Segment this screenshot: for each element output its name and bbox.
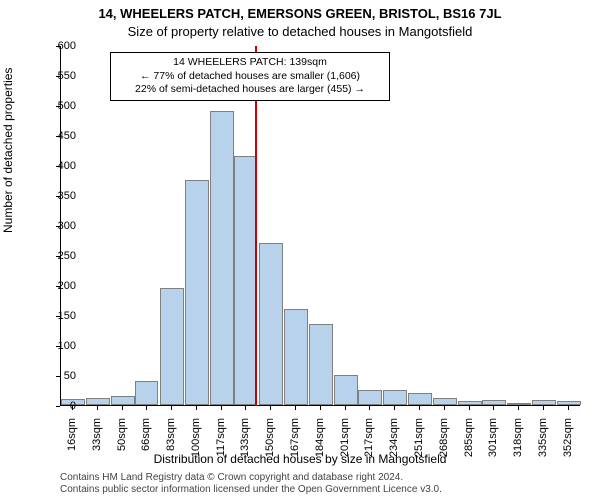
x-tick-mark — [97, 406, 98, 410]
x-tick-mark — [568, 406, 569, 410]
x-tick-mark — [270, 406, 271, 410]
histogram-bar — [458, 401, 482, 405]
x-tick-label: 33sqm — [91, 418, 103, 451]
x-tick-label: 352sqm — [562, 418, 574, 457]
x-tick-mark — [394, 406, 395, 410]
annotation-line2: ← 77% of detached houses are smaller (1,… — [117, 70, 383, 84]
x-tick-label: 251sqm — [413, 418, 425, 457]
x-tick-label: 100sqm — [190, 418, 202, 457]
x-tick-mark — [171, 406, 172, 410]
y-tick-mark — [56, 136, 60, 137]
x-tick-label: 66sqm — [140, 418, 152, 451]
y-tick-mark — [56, 316, 60, 317]
chart-subtitle: Size of property relative to detached ho… — [0, 24, 600, 39]
x-tick-label: 234sqm — [388, 418, 400, 457]
x-tick-label: 117sqm — [215, 418, 227, 456]
x-tick-label: 150sqm — [264, 418, 276, 457]
footer-line2: Contains public sector information licen… — [0, 484, 600, 496]
x-tick-label: 217sqm — [363, 418, 375, 457]
footer-attribution: Contains HM Land Registry data © Crown c… — [0, 472, 600, 496]
annotation-line3: 22% of semi-detached houses are larger (… — [117, 83, 383, 97]
chart-container: 14, WHEELERS PATCH, EMERSONS GREEN, BRIS… — [0, 0, 600, 500]
y-tick-mark — [56, 226, 60, 227]
y-tick-mark — [56, 256, 60, 257]
x-tick-mark — [543, 406, 544, 410]
x-tick-label: 184sqm — [314, 418, 326, 457]
histogram-bar — [433, 398, 457, 405]
y-tick-mark — [56, 286, 60, 287]
histogram-bar — [408, 393, 432, 405]
x-tick-mark — [221, 406, 222, 410]
x-tick-mark — [146, 406, 147, 410]
y-tick-mark — [56, 406, 60, 407]
x-tick-label: 285sqm — [463, 418, 475, 457]
y-tick-mark — [56, 106, 60, 107]
x-tick-label: 301sqm — [487, 418, 499, 457]
histogram-bar — [557, 401, 581, 405]
x-tick-mark — [493, 406, 494, 410]
annotation-box: 14 WHEELERS PATCH: 139sqm← 77% of detach… — [110, 52, 390, 101]
x-tick-label: 318sqm — [512, 418, 524, 457]
x-tick-label: 50sqm — [116, 418, 128, 451]
y-tick-mark — [56, 346, 60, 347]
histogram-bar — [284, 309, 308, 405]
histogram-bar — [507, 403, 531, 405]
histogram-bar — [482, 400, 506, 405]
histogram-bar — [111, 396, 135, 405]
x-tick-label: 268sqm — [438, 418, 450, 457]
x-tick-label: 16sqm — [66, 418, 78, 451]
annotation-line1: 14 WHEELERS PATCH: 139sqm — [117, 56, 383, 70]
x-tick-mark — [122, 406, 123, 410]
x-tick-mark — [245, 406, 246, 410]
x-tick-mark — [345, 406, 346, 410]
x-tick-mark — [320, 406, 321, 410]
x-tick-mark — [369, 406, 370, 410]
chart-title-address: 14, WHEELERS PATCH, EMERSONS GREEN, BRIS… — [0, 6, 600, 21]
x-tick-mark — [469, 406, 470, 410]
histogram-bar — [358, 390, 382, 405]
x-tick-mark — [518, 406, 519, 410]
y-tick-mark — [56, 196, 60, 197]
histogram-bar — [135, 381, 159, 405]
histogram-bar — [86, 398, 110, 405]
x-tick-mark — [419, 406, 420, 410]
histogram-bar — [532, 400, 556, 405]
x-tick-label: 167sqm — [289, 418, 301, 457]
x-tick-mark — [196, 406, 197, 410]
x-tick-label: 133sqm — [239, 418, 251, 457]
histogram-bar — [259, 243, 283, 405]
y-tick-mark — [56, 166, 60, 167]
x-tick-label: 83sqm — [165, 418, 177, 451]
x-tick-label: 201sqm — [339, 418, 351, 457]
x-tick-mark — [72, 406, 73, 410]
y-tick-mark — [56, 376, 60, 377]
y-tick-mark — [56, 76, 60, 77]
histogram-bar — [334, 375, 358, 405]
histogram-bar — [210, 111, 234, 405]
x-tick-mark — [295, 406, 296, 410]
footer-line1: Contains HM Land Registry data © Crown c… — [0, 472, 600, 484]
histogram-bar — [383, 390, 407, 405]
histogram-bar — [160, 288, 184, 405]
y-tick-mark — [56, 46, 60, 47]
x-tick-mark — [444, 406, 445, 410]
histogram-bar — [185, 180, 209, 405]
y-axis-label: Number of detached properties — [1, 68, 15, 233]
histogram-bar — [309, 324, 333, 405]
x-tick-label: 335sqm — [537, 418, 549, 457]
